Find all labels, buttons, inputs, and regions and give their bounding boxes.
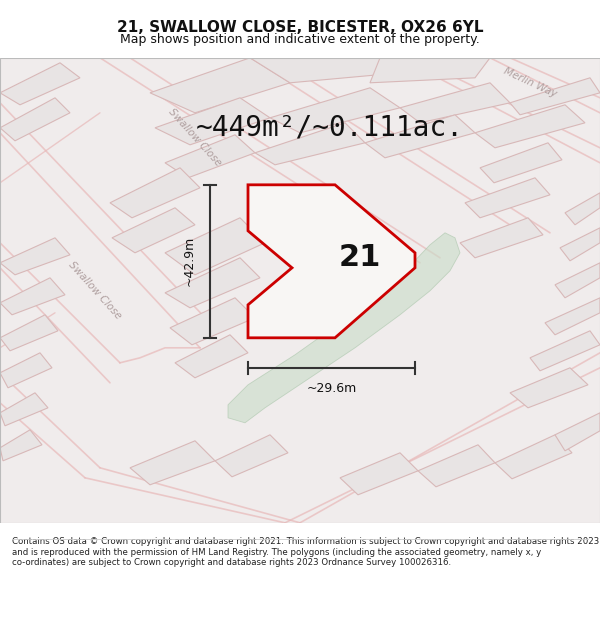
Polygon shape: [155, 98, 270, 145]
Text: ~449m²/~0.111ac.: ~449m²/~0.111ac.: [196, 114, 464, 142]
Polygon shape: [565, 192, 600, 225]
Polygon shape: [215, 435, 288, 477]
Polygon shape: [110, 168, 200, 217]
Polygon shape: [555, 412, 600, 451]
Polygon shape: [365, 115, 475, 158]
Polygon shape: [228, 232, 460, 422]
Polygon shape: [475, 105, 585, 148]
Polygon shape: [370, 58, 490, 82]
Polygon shape: [480, 142, 562, 182]
Polygon shape: [0, 393, 48, 426]
Polygon shape: [0, 238, 70, 275]
Polygon shape: [150, 58, 290, 112]
Polygon shape: [130, 441, 215, 485]
Text: ~29.6m: ~29.6m: [307, 382, 356, 395]
Text: Swallow Close: Swallow Close: [167, 107, 223, 169]
Text: Swallow Close: Swallow Close: [67, 260, 124, 321]
Polygon shape: [0, 278, 65, 315]
Polygon shape: [0, 352, 52, 388]
Polygon shape: [555, 262, 600, 298]
Polygon shape: [0, 430, 42, 461]
Polygon shape: [165, 135, 255, 178]
Text: Merlin Way: Merlin Way: [502, 66, 558, 99]
Polygon shape: [0, 315, 58, 351]
Text: 21: 21: [339, 243, 381, 272]
Polygon shape: [165, 217, 265, 275]
Polygon shape: [530, 331, 600, 371]
Text: Map shows position and indicative extent of the property.: Map shows position and indicative extent…: [120, 34, 480, 46]
Polygon shape: [112, 208, 195, 252]
Polygon shape: [495, 435, 572, 479]
Polygon shape: [510, 368, 588, 408]
Polygon shape: [170, 298, 255, 345]
Polygon shape: [560, 228, 600, 261]
Polygon shape: [460, 217, 543, 258]
Polygon shape: [0, 62, 80, 105]
Text: 21, SWALLOW CLOSE, BICESTER, OX26 6YL: 21, SWALLOW CLOSE, BICESTER, OX26 6YL: [117, 20, 483, 35]
Polygon shape: [510, 78, 600, 115]
Polygon shape: [165, 258, 260, 308]
Polygon shape: [465, 177, 550, 217]
Polygon shape: [400, 82, 510, 122]
Text: Contains OS data © Crown copyright and database right 2021. This information is : Contains OS data © Crown copyright and d…: [12, 538, 599, 568]
Polygon shape: [340, 452, 418, 495]
Polygon shape: [0, 98, 70, 141]
Polygon shape: [545, 298, 600, 335]
Polygon shape: [255, 122, 365, 165]
Polygon shape: [248, 185, 415, 338]
Polygon shape: [270, 88, 400, 132]
Polygon shape: [175, 335, 248, 378]
Text: ~42.9m: ~42.9m: [183, 236, 196, 286]
Polygon shape: [250, 58, 400, 82]
Polygon shape: [418, 445, 495, 487]
